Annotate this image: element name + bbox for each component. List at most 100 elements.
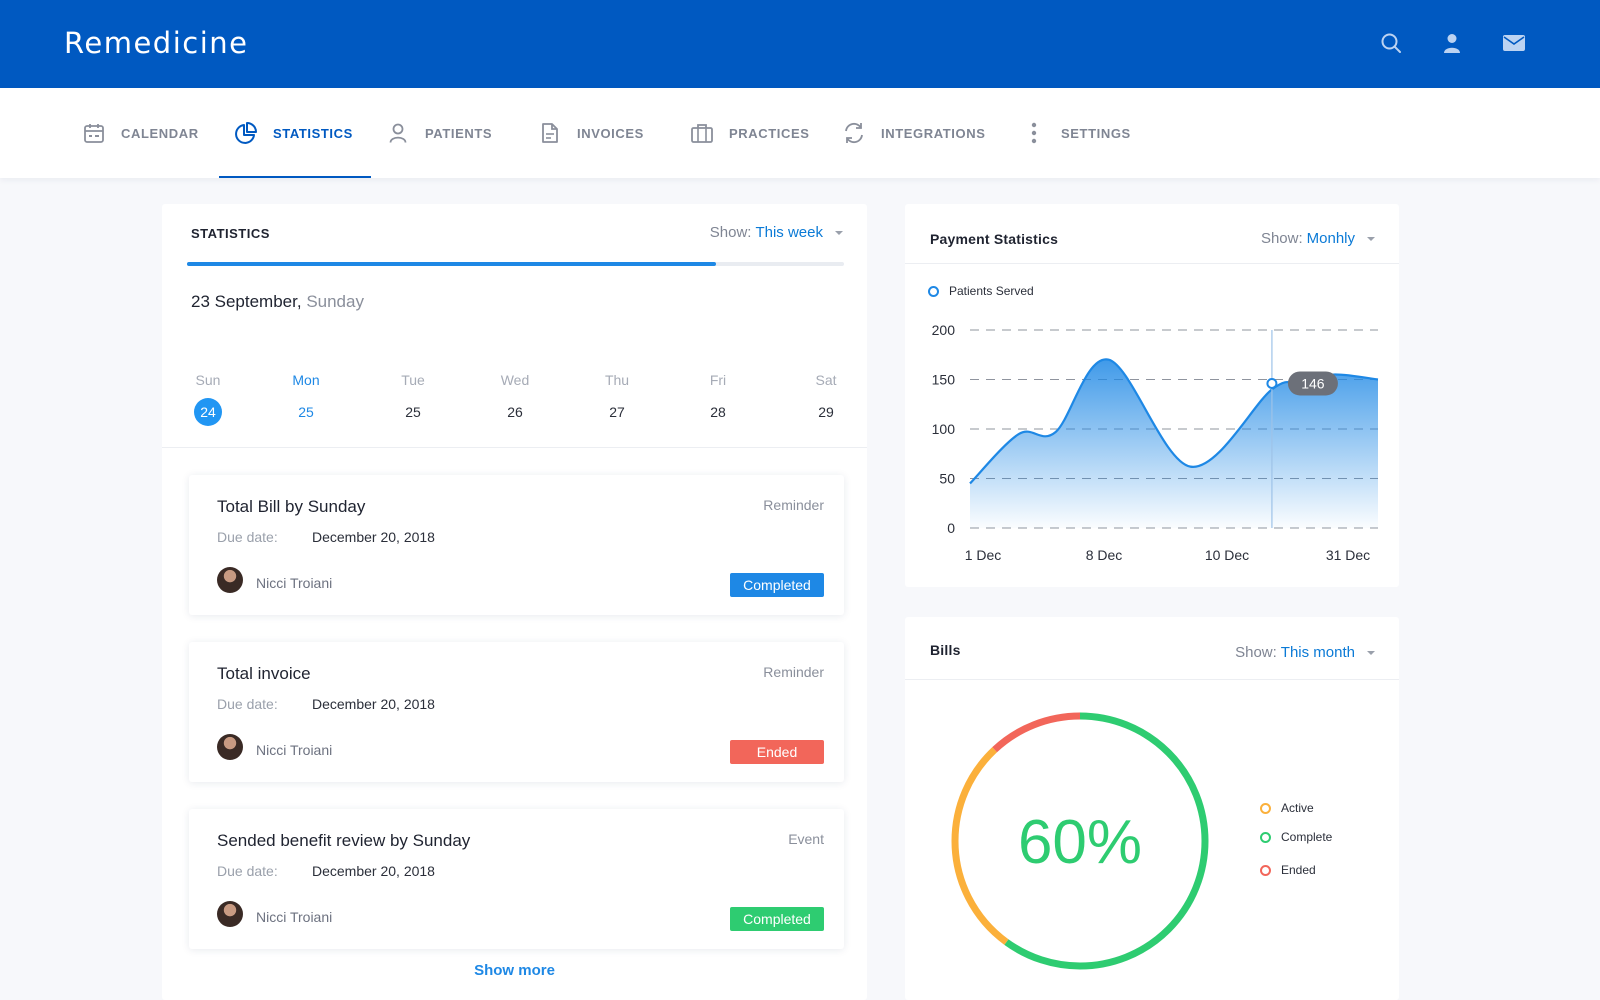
bills-card: Bills Show: This month 60% Active Complet…	[905, 617, 1399, 1000]
user-icon	[385, 120, 411, 146]
person-name: Nicci Troiani	[256, 742, 333, 758]
bills-donut-chart: 60%	[951, 712, 1209, 970]
task-card[interactable]: Total Bill by Sunday Reminder Due date: …	[189, 475, 844, 615]
y-tick-label: 50	[939, 471, 955, 487]
legend-label: Complete	[1281, 830, 1333, 844]
legend-dot-icon	[1260, 864, 1271, 876]
task-title: Total Bill by Sunday	[217, 497, 366, 516]
date-main: 23 September,	[191, 292, 302, 311]
day-date: 26	[507, 404, 523, 420]
tab-integrations[interactable]: INTEGRATIONS	[841, 88, 985, 178]
user-icon[interactable]	[1439, 30, 1465, 56]
period-dropdown[interactable]: Show: Monhly	[1261, 230, 1375, 247]
tab-label: PRACTICES	[729, 125, 810, 141]
status-badge: Ended	[730, 740, 824, 764]
legend-dot-icon	[1260, 802, 1271, 814]
main-nav: CALENDAR STATISTICS PATIENTS INVOICES PR…	[0, 88, 1600, 178]
legend-item: Complete	[1260, 830, 1332, 844]
tab-invoices[interactable]: INVOICES	[537, 88, 644, 178]
day-name: Sun	[195, 372, 221, 388]
show-value: This month	[1280, 644, 1355, 661]
x-tick-label: 10 Dec	[1205, 547, 1249, 563]
week-strip: Sun 24 Mon 25 Tue 25 Wed 26 Thu 27 Fri 28 Sat 2…	[162, 370, 867, 430]
tab-label: SETTINGS	[1061, 125, 1131, 141]
tab-patients[interactable]: PATIENTS	[385, 88, 492, 178]
active-tab-indicator	[219, 176, 371, 178]
person-name: Nicci Troiani	[256, 909, 333, 925]
day-fri[interactable]: Fri 28	[688, 370, 748, 426]
due-label: Due date:	[217, 529, 278, 545]
chevron-down-icon	[1367, 650, 1375, 655]
tab-practices[interactable]: PRACTICES	[689, 88, 810, 178]
show-more-link[interactable]: Show more	[474, 962, 555, 979]
card-title: Bills	[930, 642, 961, 658]
chevron-down-icon	[1367, 236, 1375, 241]
donut-segment	[951, 712, 1209, 970]
tab-label: STATISTICS	[273, 125, 353, 141]
show-label: Show:	[1260, 230, 1303, 247]
legend-dot-icon	[1260, 831, 1271, 843]
date-day: Sunday	[306, 292, 364, 311]
tab-calendar[interactable]: CALENDAR	[81, 88, 199, 178]
tooltip-value: 146	[1301, 375, 1325, 391]
day-name: Thu	[604, 372, 630, 388]
y-tick-label: 200	[932, 322, 956, 338]
day-date: 25	[405, 404, 421, 420]
y-tick-label: 0	[947, 520, 955, 536]
tab-statistics[interactable]: STATISTICS	[233, 88, 353, 178]
day-tue[interactable]: Tue 25	[383, 370, 443, 426]
due-date: December 20, 2018	[312, 696, 435, 712]
period-dropdown[interactable]: Show: This month	[1235, 644, 1375, 661]
task-card[interactable]: Total invoice Reminder Due date: Decembe…	[189, 642, 844, 782]
document-icon	[537, 120, 563, 146]
show-value: Monhly	[1306, 230, 1355, 247]
statistics-card: STATISTICS Show: This week 23 September,…	[162, 204, 867, 1000]
payment-chart: 0 50 100 150 200 146 1 Dec 8 Dec 10 Dec 31 Dec	[932, 322, 1379, 563]
mail-icon[interactable]	[1501, 30, 1527, 56]
task-title: Total invoice	[217, 664, 311, 683]
x-tick-label: 8 Dec	[1086, 547, 1123, 563]
x-tick-label: 31 Dec	[1326, 547, 1370, 563]
top-bar: Remedicine	[0, 0, 1600, 88]
refresh-icon	[841, 120, 867, 146]
card-title: Payment Statistics	[930, 231, 1059, 247]
tab-label: CALENDAR	[121, 125, 199, 141]
current-date: 23 September, Sunday	[191, 292, 364, 312]
task-type: Reminder	[763, 497, 824, 513]
day-sun[interactable]: Sun 24	[178, 370, 238, 426]
day-thu[interactable]: Thu 27	[587, 370, 647, 426]
avatar	[217, 567, 243, 593]
progress-fill	[187, 262, 716, 266]
tab-settings[interactable]: SETTINGS	[1021, 88, 1131, 178]
day-wed[interactable]: Wed 26	[485, 370, 545, 426]
tooltip	[1287, 371, 1338, 396]
x-tick-label: 1 Dec	[965, 547, 1002, 563]
due-label: Due date:	[217, 696, 278, 712]
task-type: Reminder	[763, 664, 824, 680]
show-value: This week	[755, 224, 823, 241]
divider	[162, 447, 867, 448]
week-progress	[187, 262, 844, 266]
due-date: December 20, 2018	[312, 863, 435, 879]
task-card[interactable]: Sended benefit review by Sunday Event Du…	[189, 809, 844, 949]
task-title: Sended benefit review by Sunday	[217, 831, 471, 850]
day-date: 29	[818, 404, 834, 420]
more-vertical-icon	[1021, 120, 1047, 146]
tab-label: INTEGRATIONS	[881, 125, 986, 141]
chart-legend: Patients Served	[928, 284, 1034, 298]
day-date: 27	[609, 404, 625, 420]
avatar	[217, 901, 243, 927]
legend-label: Patients Served	[949, 284, 1034, 298]
tab-label: PATIENTS	[425, 125, 493, 141]
day-date: 25	[298, 404, 314, 420]
due-date: December 20, 2018	[312, 529, 435, 545]
app-logo[interactable]: Remedicine	[64, 26, 249, 60]
legend-item: Ended	[1260, 863, 1316, 877]
search-icon[interactable]	[1378, 30, 1404, 56]
show-label: Show:	[1235, 644, 1277, 661]
day-mon[interactable]: Mon 25	[276, 370, 336, 426]
card-title: STATISTICS	[191, 226, 270, 241]
pie-chart-icon	[233, 120, 259, 146]
day-sat[interactable]: Sat 29	[796, 370, 856, 426]
period-dropdown[interactable]: Show: This week	[710, 224, 843, 241]
